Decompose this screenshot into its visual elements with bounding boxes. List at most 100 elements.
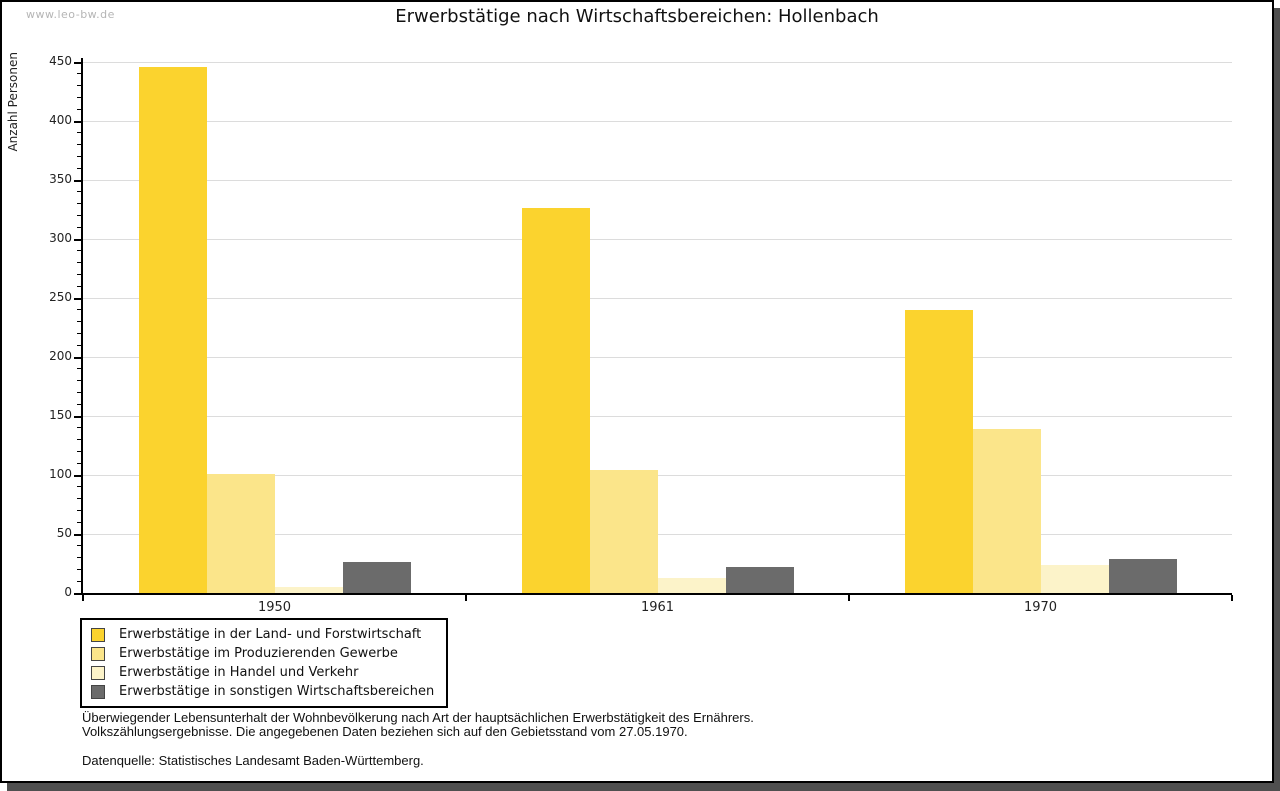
y-tick-label: 0 xyxy=(64,585,72,599)
legend-swatch-icon xyxy=(91,684,105,699)
bar xyxy=(1041,565,1109,593)
y-tick-label: 350 xyxy=(49,172,72,186)
y-minor-tick xyxy=(77,450,81,452)
y-major-tick xyxy=(74,120,81,123)
y-minor-tick xyxy=(77,545,81,547)
y-minor-tick xyxy=(77,332,81,334)
footnote-line: Volkszählungsergebnisse. Die angegebenen… xyxy=(82,724,688,739)
x-category-label: 1970 xyxy=(1023,600,1058,615)
y-minor-tick xyxy=(77,321,81,323)
y-minor-tick xyxy=(77,439,81,441)
y-minor-tick xyxy=(77,214,81,216)
y-minor-tick xyxy=(77,462,81,464)
bar xyxy=(139,67,207,593)
bar xyxy=(275,587,343,593)
x-axis-line xyxy=(81,593,1232,595)
y-gridline xyxy=(83,238,1232,240)
legend-swatch-icon xyxy=(91,665,105,680)
y-minor-tick xyxy=(77,85,81,87)
y-major-tick xyxy=(74,61,81,64)
footnotes: Überwiegender Lebensunterhalt der Wohnbe… xyxy=(82,711,754,739)
y-minor-tick xyxy=(77,344,81,346)
x-tick xyxy=(82,595,84,601)
y-minor-tick xyxy=(77,509,81,511)
y-major-tick xyxy=(74,592,81,595)
y-major-tick xyxy=(74,179,81,182)
y-gridline xyxy=(83,61,1232,63)
bar xyxy=(973,429,1041,593)
y-axis-line xyxy=(81,58,83,595)
y-tick-label: 100 xyxy=(49,467,72,481)
legend-item: Erwerbstätige in Handel und Verkehr xyxy=(91,663,446,682)
y-gridline xyxy=(83,356,1232,358)
y-minor-tick xyxy=(77,226,81,228)
bar xyxy=(658,578,726,593)
y-minor-tick xyxy=(77,96,81,98)
y-minor-tick xyxy=(77,427,81,429)
x-category-label: 1950 xyxy=(257,600,292,615)
bar xyxy=(1109,559,1177,593)
x-tick xyxy=(1231,595,1233,601)
x-category-label: 1961 xyxy=(640,600,675,615)
plot-area: 0 50 100 150 200 250 300 350 400 450 1950 1961 1970 xyxy=(2,2,1272,781)
y-tick-label: 200 xyxy=(49,349,72,363)
y-minor-tick xyxy=(77,262,81,264)
y-tick-label: 400 xyxy=(49,113,72,127)
chart-title: Erwerbstätige nach Wirtschaftsbereichen:… xyxy=(395,6,879,27)
legend: Erwerbstätige in der Land- und Forstwirt… xyxy=(80,618,448,708)
y-tick-label: 150 xyxy=(49,408,72,422)
y-gridline xyxy=(83,179,1232,181)
legend-item: Erwerbstätige im Produzierenden Gewerbe xyxy=(91,644,446,663)
y-major-tick xyxy=(74,356,81,359)
bar xyxy=(343,562,411,593)
y-minor-tick xyxy=(77,368,81,370)
y-tick-label: 450 xyxy=(49,54,72,68)
y-gridline xyxy=(83,297,1232,299)
y-minor-tick xyxy=(77,557,81,559)
legend-label: Erwerbstätige im Produzierenden Gewerbe xyxy=(119,646,398,661)
y-minor-tick xyxy=(77,568,81,570)
legend-swatch-icon xyxy=(91,646,105,661)
bar xyxy=(522,208,590,593)
y-minor-tick xyxy=(77,73,81,75)
y-minor-tick xyxy=(77,391,81,393)
legend-label: Erwerbstätige in Handel und Verkehr xyxy=(119,665,359,680)
y-minor-tick xyxy=(77,250,81,252)
bar xyxy=(905,310,973,593)
y-tick-label: 250 xyxy=(49,290,72,304)
y-minor-tick xyxy=(77,580,81,582)
y-minor-tick xyxy=(77,108,81,110)
y-minor-tick xyxy=(77,273,81,275)
legend-swatch-icon xyxy=(91,627,105,642)
y-minor-tick xyxy=(77,403,81,405)
y-gridline xyxy=(83,415,1232,417)
x-tick xyxy=(848,595,850,601)
data-source: Datenquelle: Statistisches Landesamt Bad… xyxy=(82,753,424,768)
y-minor-tick xyxy=(77,191,81,193)
bar xyxy=(207,474,275,593)
y-minor-tick xyxy=(77,285,81,287)
y-major-tick xyxy=(74,238,81,241)
legend-item: Erwerbstätige in der Land- und Forstwirt… xyxy=(91,625,446,644)
y-minor-tick xyxy=(77,486,81,488)
y-gridline xyxy=(83,120,1232,122)
y-major-tick xyxy=(74,297,81,300)
y-minor-tick xyxy=(77,203,81,205)
y-major-tick xyxy=(74,415,81,418)
y-tick-label: 300 xyxy=(49,231,72,245)
y-minor-tick xyxy=(77,167,81,169)
watermark: www.leo-bw.de xyxy=(26,8,115,21)
y-minor-tick xyxy=(77,144,81,146)
y-minor-tick xyxy=(77,309,81,311)
y-minor-tick xyxy=(77,498,81,500)
bar xyxy=(726,567,794,593)
y-major-tick xyxy=(74,474,81,477)
bar xyxy=(590,470,658,593)
y-minor-tick xyxy=(77,155,81,157)
y-minor-tick xyxy=(77,521,81,523)
legend-label: Erwerbstätige in sonstigen Wirtschaftsbe… xyxy=(119,684,435,699)
y-minor-tick xyxy=(77,132,81,134)
legend-item: Erwerbstätige in sonstigen Wirtschaftsbe… xyxy=(91,682,446,701)
x-tick xyxy=(465,595,467,601)
